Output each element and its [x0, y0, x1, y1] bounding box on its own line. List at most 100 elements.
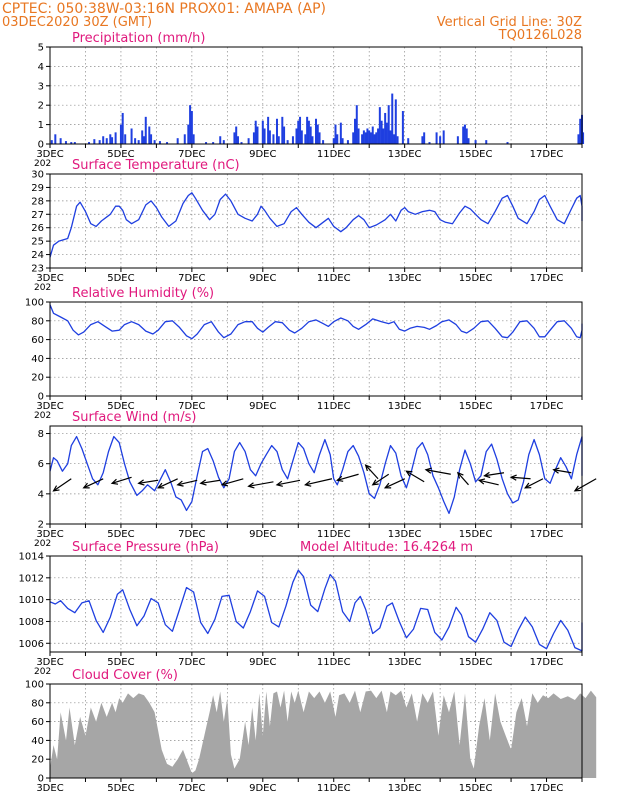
- x-tick-label: 3DEC: [36, 401, 63, 412]
- precip-bar: [235, 126, 238, 144]
- wind-arrow-head: [552, 467, 560, 474]
- precip-bar: [393, 134, 396, 144]
- precip-bar: [336, 134, 339, 144]
- y-tick-label: 60: [31, 335, 44, 346]
- panel-frame: [49, 555, 583, 653]
- precip-bar: [247, 138, 250, 144]
- precip-bar: [334, 124, 337, 144]
- y-tick-label: 20: [31, 755, 44, 766]
- precip-bar: [275, 118, 278, 144]
- y-tick-label: 100: [25, 298, 44, 309]
- precip-bar: [389, 130, 392, 144]
- precip-bar: [98, 140, 101, 144]
- precip-bar: [166, 142, 169, 144]
- wind-arrow-head: [371, 479, 379, 486]
- precip-bar: [254, 120, 257, 144]
- wind-arrow: [111, 476, 132, 484]
- precip-bar: [261, 120, 264, 144]
- precip-bar: [368, 130, 371, 144]
- x-tick-label: 17DEC: [530, 273, 564, 284]
- wind-arrow: [384, 478, 405, 489]
- y-tick-label: 24: [31, 250, 44, 261]
- precip-bar: [407, 138, 410, 144]
- precip-bar: [158, 141, 161, 144]
- x-tick-label: 9DEC: [249, 149, 276, 160]
- x-year-label-cut: 202: [34, 539, 51, 549]
- x-tick-label: 11DEC: [317, 149, 351, 160]
- y-tick-label: 3: [38, 81, 44, 92]
- panel-frame: [49, 301, 583, 397]
- precip-bar: [256, 126, 259, 144]
- y-tick-label: 60: [31, 717, 44, 728]
- wind-arrow: [200, 479, 221, 484]
- precip-bar: [102, 136, 105, 144]
- y-tick-label: 8: [38, 429, 44, 440]
- x-tick-label: 7DEC: [178, 401, 205, 412]
- precip-bar: [189, 105, 192, 144]
- panel-1: 0 1 2 3 4 5 3DEC 5DEC 7DEC 9DEC 11DEC 13DEC 15DEC 17D…: [34, 31, 585, 169]
- precip-bar: [137, 140, 140, 144]
- cloud-cover-area: [50, 690, 597, 778]
- precip-bar: [378, 107, 381, 144]
- x-tick-label: 13DEC: [388, 401, 422, 412]
- grid-line-note: Vertical Grid Line: 30Z: [437, 15, 582, 30]
- x-tick-label: 3DEC: [36, 529, 63, 540]
- x-tick-label: 5DEC: [107, 273, 134, 284]
- panel-5: 1006 1008 1010 1012 1014 3DEC 5DEC 7DEC 9DEC 11DE…: [19, 540, 583, 677]
- wind-arrow-head: [220, 480, 229, 487]
- panel-frame: [49, 425, 583, 525]
- x-tick-label: 7DEC: [178, 149, 205, 160]
- y-tick-label: 30: [31, 170, 44, 181]
- precip-bar: [339, 122, 342, 144]
- panel-subtitle: Model Altitude: 16.4264 m: [300, 540, 473, 555]
- precip-bar: [291, 136, 294, 144]
- x-year-label-cut: 202: [34, 283, 51, 293]
- precip-bar: [394, 99, 397, 144]
- precip-bar: [462, 126, 465, 144]
- x-tick-label: 7DEC: [178, 529, 205, 540]
- x-tick-label: 15DEC: [459, 273, 493, 284]
- precip-bar: [73, 142, 76, 144]
- x-tick-label: 17DEC: [530, 657, 564, 668]
- precip-bar: [212, 142, 215, 144]
- y-tick-label: 0: [38, 774, 44, 785]
- x-tick-label: 3DEC: [36, 149, 63, 160]
- precip-bar: [369, 132, 372, 144]
- precip-bar: [380, 120, 383, 144]
- wind-arrow-head: [424, 467, 432, 474]
- y-tick-label: 28: [31, 196, 44, 207]
- precip-bar: [396, 136, 399, 144]
- series-line: [49, 304, 583, 340]
- wind-arrow-head: [477, 478, 486, 485]
- panel-4: 2 4 6 8 3DEC 5DEC 7DEC 9DEC 11DEC 13DEC 15DEC 17DEC…: [34, 410, 597, 549]
- wind-arrow: [524, 478, 544, 489]
- x-tick-label: 3DEC: [36, 783, 63, 794]
- x-tick-label: 17DEC: [530, 401, 564, 412]
- precip-bar: [382, 128, 385, 144]
- precip-bar: [240, 142, 243, 144]
- wind-arrow-head: [156, 482, 165, 489]
- x-tick-label: 11DEC: [317, 657, 351, 668]
- precip-bar: [187, 124, 190, 144]
- wind-arrow: [83, 478, 104, 489]
- x-tick-label: 15DEC: [459, 783, 493, 794]
- wind-arrow: [177, 479, 198, 486]
- precip-bar: [385, 122, 388, 144]
- x-tick-label: 9DEC: [249, 783, 276, 794]
- wind-arrow: [276, 479, 301, 486]
- precip-bar: [341, 138, 344, 144]
- x-tick-label: 13DEC: [388, 273, 422, 284]
- precip-bar: [205, 142, 208, 144]
- precip-bar: [322, 140, 325, 144]
- precip-bar: [141, 130, 144, 144]
- series-line: [49, 192, 583, 258]
- y-tick-label: 0: [38, 392, 44, 403]
- precip-bar: [134, 138, 137, 144]
- panel-3: 0 20 40 60 80 100 3DEC 5DEC 7DEC 9DEC 11DEC 13DEC 15…: [25, 286, 583, 421]
- wind-arrow: [574, 478, 597, 492]
- wind-arrow: [484, 472, 505, 477]
- panel-title: Surface Pressure (hPa): [72, 540, 219, 555]
- x-year-label-cut: 202: [34, 411, 51, 421]
- y-tick-label: 0: [38, 140, 44, 151]
- wind-arrow-head: [304, 480, 312, 487]
